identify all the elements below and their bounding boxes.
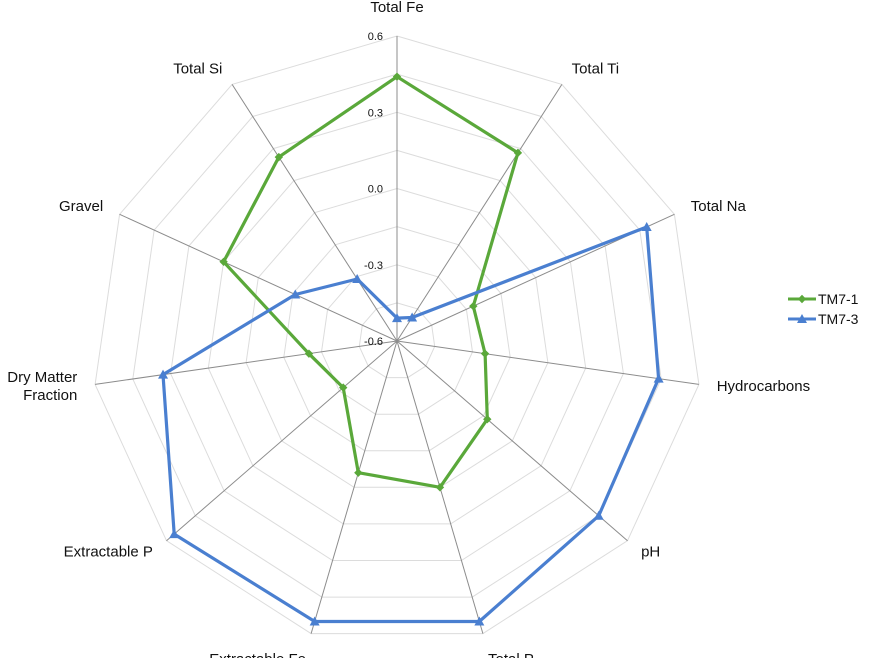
grid-ring-7 [132,73,662,598]
data-point-tm7-1-total-na [469,301,478,311]
legend: TM7-1 TM7-3 [788,291,859,327]
data-point-tm7-3-total-fe [392,313,402,323]
series-line-tm7-1 [222,75,520,489]
tick-label: -0.3 [364,260,383,272]
data-point-tm7-3-hydrocarbons [653,373,664,383]
axis-label-extractable-p: Extractable P [64,544,153,561]
spoke-ph [396,340,628,542]
data-point-tm7-1-total-si [274,152,284,162]
spoke-hydrocarbons [396,340,699,385]
data-point-tm7-1-extractable-p [339,383,348,392]
data-point-tm7-1-dry-matter-fraction [304,349,314,358]
series-tm7-1 [219,72,523,492]
spoke-dry-matter-fraction [95,340,398,385]
axis-label-total-p: Total P [488,651,534,658]
series-tm7-3 [158,221,664,626]
axis-label-total-na: Total Na [691,198,747,215]
axis-labels: Total Fe Total Ti Total Na Hydrocarbons pH To… [7,0,810,658]
grid-ring-6 [170,111,624,561]
data-point-tm7-1-hydrocarbons [480,349,490,358]
tick-label: 0.6 [368,31,383,43]
data-point-tm7-3-dry-matter-fraction [158,369,169,379]
legend-marker [797,314,807,323]
axis-label-total-si: Total Si [173,60,222,77]
data-series [158,72,664,626]
data-point-tm7-1-total-p [435,483,445,492]
spoke-extractable-fe [310,340,398,634]
spoke-total-ti [396,84,563,342]
axis-label-extractable-fe: Extractable Fe [209,651,306,658]
data-point-tm7-3-total-p [474,616,485,626]
tick-label: 0.3 [368,107,383,119]
data-point-tm7-3-total-ti [407,312,418,322]
legend-item-tm7-1: TM7-1 [788,291,859,307]
axis-label-hydrocarbons: Hydrocarbons [717,378,810,395]
data-point-tm7-3-total-si [352,273,363,283]
series-line-tm7-3 [161,225,661,624]
data-point-tm7-1-ph [483,415,492,424]
legend-label: TM7-1 [818,291,859,307]
spoke-gravel [119,213,398,342]
data-point-tm7-3-ph [593,510,604,520]
data-point-tm7-1-total-fe [392,72,402,81]
data-point-tm7-1-gravel [219,257,228,267]
spoke-total-si [231,84,398,342]
data-point-tm7-1-extractable-fe [354,468,363,477]
axis-label-total-ti: Total Ti [572,60,620,77]
axis-label-dry-matter-fraction: Dry Matter Fraction [7,369,77,404]
legend-item-tm7-3: TM7-3 [788,311,859,327]
spoke-extractable-p [166,340,398,542]
legend-marker [797,294,807,304]
grid-ring-8 [94,35,700,635]
data-point-tm7-3-gravel [290,289,301,299]
data-point-tm7-3-extractable-p [169,529,180,539]
tick-label: -0.6 [364,336,383,348]
tick-label: 0.0 [368,184,383,196]
radial-tick-labels: -0.6 -0.3 0.0 0.3 0.6 [364,31,383,348]
radar-spokes [95,36,699,634]
axis-label-total-fe: Total Fe [370,0,423,16]
grid-ring-2 [320,264,474,415]
grid-ring-5 [207,149,587,525]
axis-label-gravel: Gravel [59,198,103,215]
data-point-tm7-1-total-ti [513,148,523,158]
legend-label: TM7-3 [818,311,859,327]
data-point-tm7-3-total-na [641,221,652,231]
grid-ring-1 [358,302,436,379]
grid-ring-4 [245,187,549,488]
axis-label-ph: pH [641,544,660,561]
data-point-tm7-3-extractable-fe [309,616,320,626]
